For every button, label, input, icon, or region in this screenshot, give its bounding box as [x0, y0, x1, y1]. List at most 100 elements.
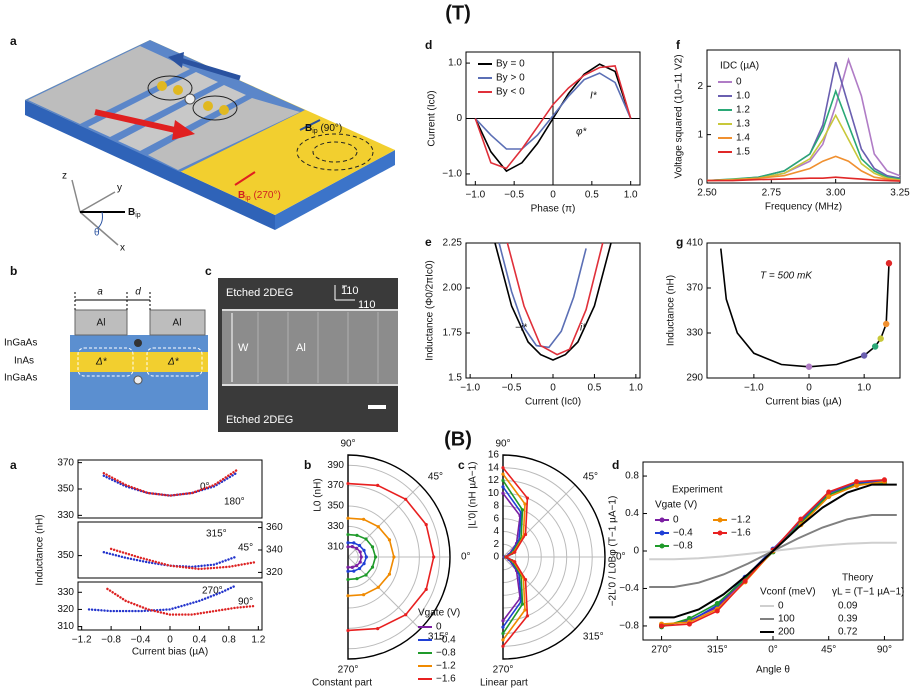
- series-marker: [404, 613, 408, 617]
- series-marker: [501, 631, 505, 636]
- series-label: 270°: [202, 586, 223, 597]
- highlight-marker: [883, 320, 890, 328]
- top-label: (T): [445, 2, 471, 24]
- legend-swatch: [659, 517, 665, 523]
- x-tick-label: 0: [167, 635, 173, 646]
- panel-label: e: [425, 235, 432, 249]
- r-tick-label: 310: [327, 541, 344, 552]
- series-line: [102, 551, 238, 569]
- series-marker: [355, 546, 359, 550]
- series-marker: [370, 565, 375, 569]
- current-arrow: [94, 109, 176, 133]
- y-tick-label: 1.0: [448, 58, 462, 69]
- legend-label: 0: [778, 601, 784, 612]
- electron: [219, 105, 229, 115]
- y-tick-label: 350: [57, 550, 74, 561]
- annotation: −i*: [515, 323, 528, 334]
- y-tick-label: 2: [697, 81, 703, 92]
- series-marker: [854, 479, 860, 485]
- field-loop: [296, 133, 374, 171]
- arrow-head: [172, 120, 195, 140]
- x-tick-label: 1.2: [251, 635, 265, 646]
- x-tick-label: 0.8: [222, 635, 236, 646]
- series-label: 90°: [238, 597, 253, 608]
- y2-tick-label: 320: [266, 567, 283, 578]
- theta-tick-label: 315°: [583, 632, 604, 643]
- field-label: Bip: [128, 207, 141, 220]
- series-line: [102, 469, 238, 497]
- series-marker: [501, 485, 505, 489]
- theta-tick-label: 0°: [616, 552, 626, 563]
- series-marker: [364, 573, 368, 577]
- series-marker: [404, 497, 408, 501]
- x-axis-label: Current (Ic0): [525, 397, 581, 408]
- electrode-label: Al: [173, 318, 182, 329]
- series-marker: [513, 550, 517, 554]
- legend-label: By > 0: [496, 73, 525, 84]
- theta-tick-label: 45°: [428, 472, 443, 483]
- plot-frame: [77, 581, 263, 631]
- r-tick-label: 4: [493, 526, 499, 537]
- region-label: Etched 2DEG: [226, 287, 293, 299]
- series-marker: [359, 555, 363, 559]
- y-tick-label: 330: [57, 510, 74, 521]
- series-marker: [346, 594, 350, 598]
- highlight-marker: [885, 260, 893, 267]
- series-marker: [520, 602, 525, 606]
- series-marker: [346, 541, 350, 545]
- series-marker: [358, 560, 362, 564]
- series-marker: [364, 537, 368, 541]
- legend-swatch: [717, 530, 723, 536]
- series-marker: [525, 496, 529, 500]
- series-marker: [355, 533, 359, 537]
- series-line: [87, 584, 238, 613]
- series-marker: [346, 545, 350, 549]
- series-marker: [798, 516, 804, 522]
- y-axis-label: Inductance (nH): [666, 275, 677, 346]
- theta-tick-label: 45°: [583, 472, 598, 483]
- electron: [133, 375, 143, 385]
- series-line: [706, 88, 901, 182]
- y-axis-label: Inductance (Φ0/2πIc0): [425, 260, 436, 360]
- series-marker: [362, 593, 366, 597]
- series-marker: [376, 627, 380, 631]
- field-symbol: B: [128, 207, 135, 218]
- series-marker: [376, 483, 380, 487]
- y-tick-label: 0: [697, 178, 703, 189]
- series-label: 315°: [206, 529, 227, 540]
- legend-swatch: [717, 517, 723, 523]
- x-tick-label: −1.0: [460, 383, 480, 394]
- r-tick-label: 370: [327, 480, 344, 491]
- x-tick-label: −1.0: [465, 190, 485, 201]
- series-marker: [523, 502, 527, 506]
- y-tick-label: 330: [57, 587, 74, 598]
- series-marker: [854, 482, 860, 488]
- series-marker: [424, 523, 428, 527]
- plot-frame: [465, 242, 641, 379]
- series-marker: [358, 550, 362, 554]
- field-sub: ip: [245, 195, 251, 202]
- series-marker: [520, 508, 525, 512]
- theta-tick-label: 90°: [495, 439, 510, 450]
- x-axis-label: Frequency (MHz): [765, 202, 842, 213]
- bottom-label: (B): [444, 428, 472, 450]
- field-loop: [312, 141, 358, 163]
- series-marker: [370, 545, 375, 549]
- legend-gamma: 0.39: [838, 614, 858, 625]
- legend-label: 200: [778, 627, 795, 638]
- theta-tick-label: 270°: [493, 665, 514, 676]
- series-marker: [346, 565, 350, 569]
- pair-loop: [192, 95, 238, 121]
- series-marker: [346, 481, 350, 486]
- x-tick-label: 0.5: [585, 190, 599, 201]
- legend-gamma: 0.09: [838, 601, 858, 612]
- legend-swatch: [659, 543, 665, 549]
- y-axis-label: Inductance (nH): [35, 514, 46, 585]
- direction-label: 110: [358, 299, 376, 311]
- series-marker: [501, 472, 505, 476]
- field-arrow: [234, 171, 256, 186]
- panel-label: b: [10, 264, 17, 278]
- series-marker: [523, 532, 528, 537]
- legend-label: By = 0: [496, 59, 525, 70]
- series-marker: [352, 569, 356, 573]
